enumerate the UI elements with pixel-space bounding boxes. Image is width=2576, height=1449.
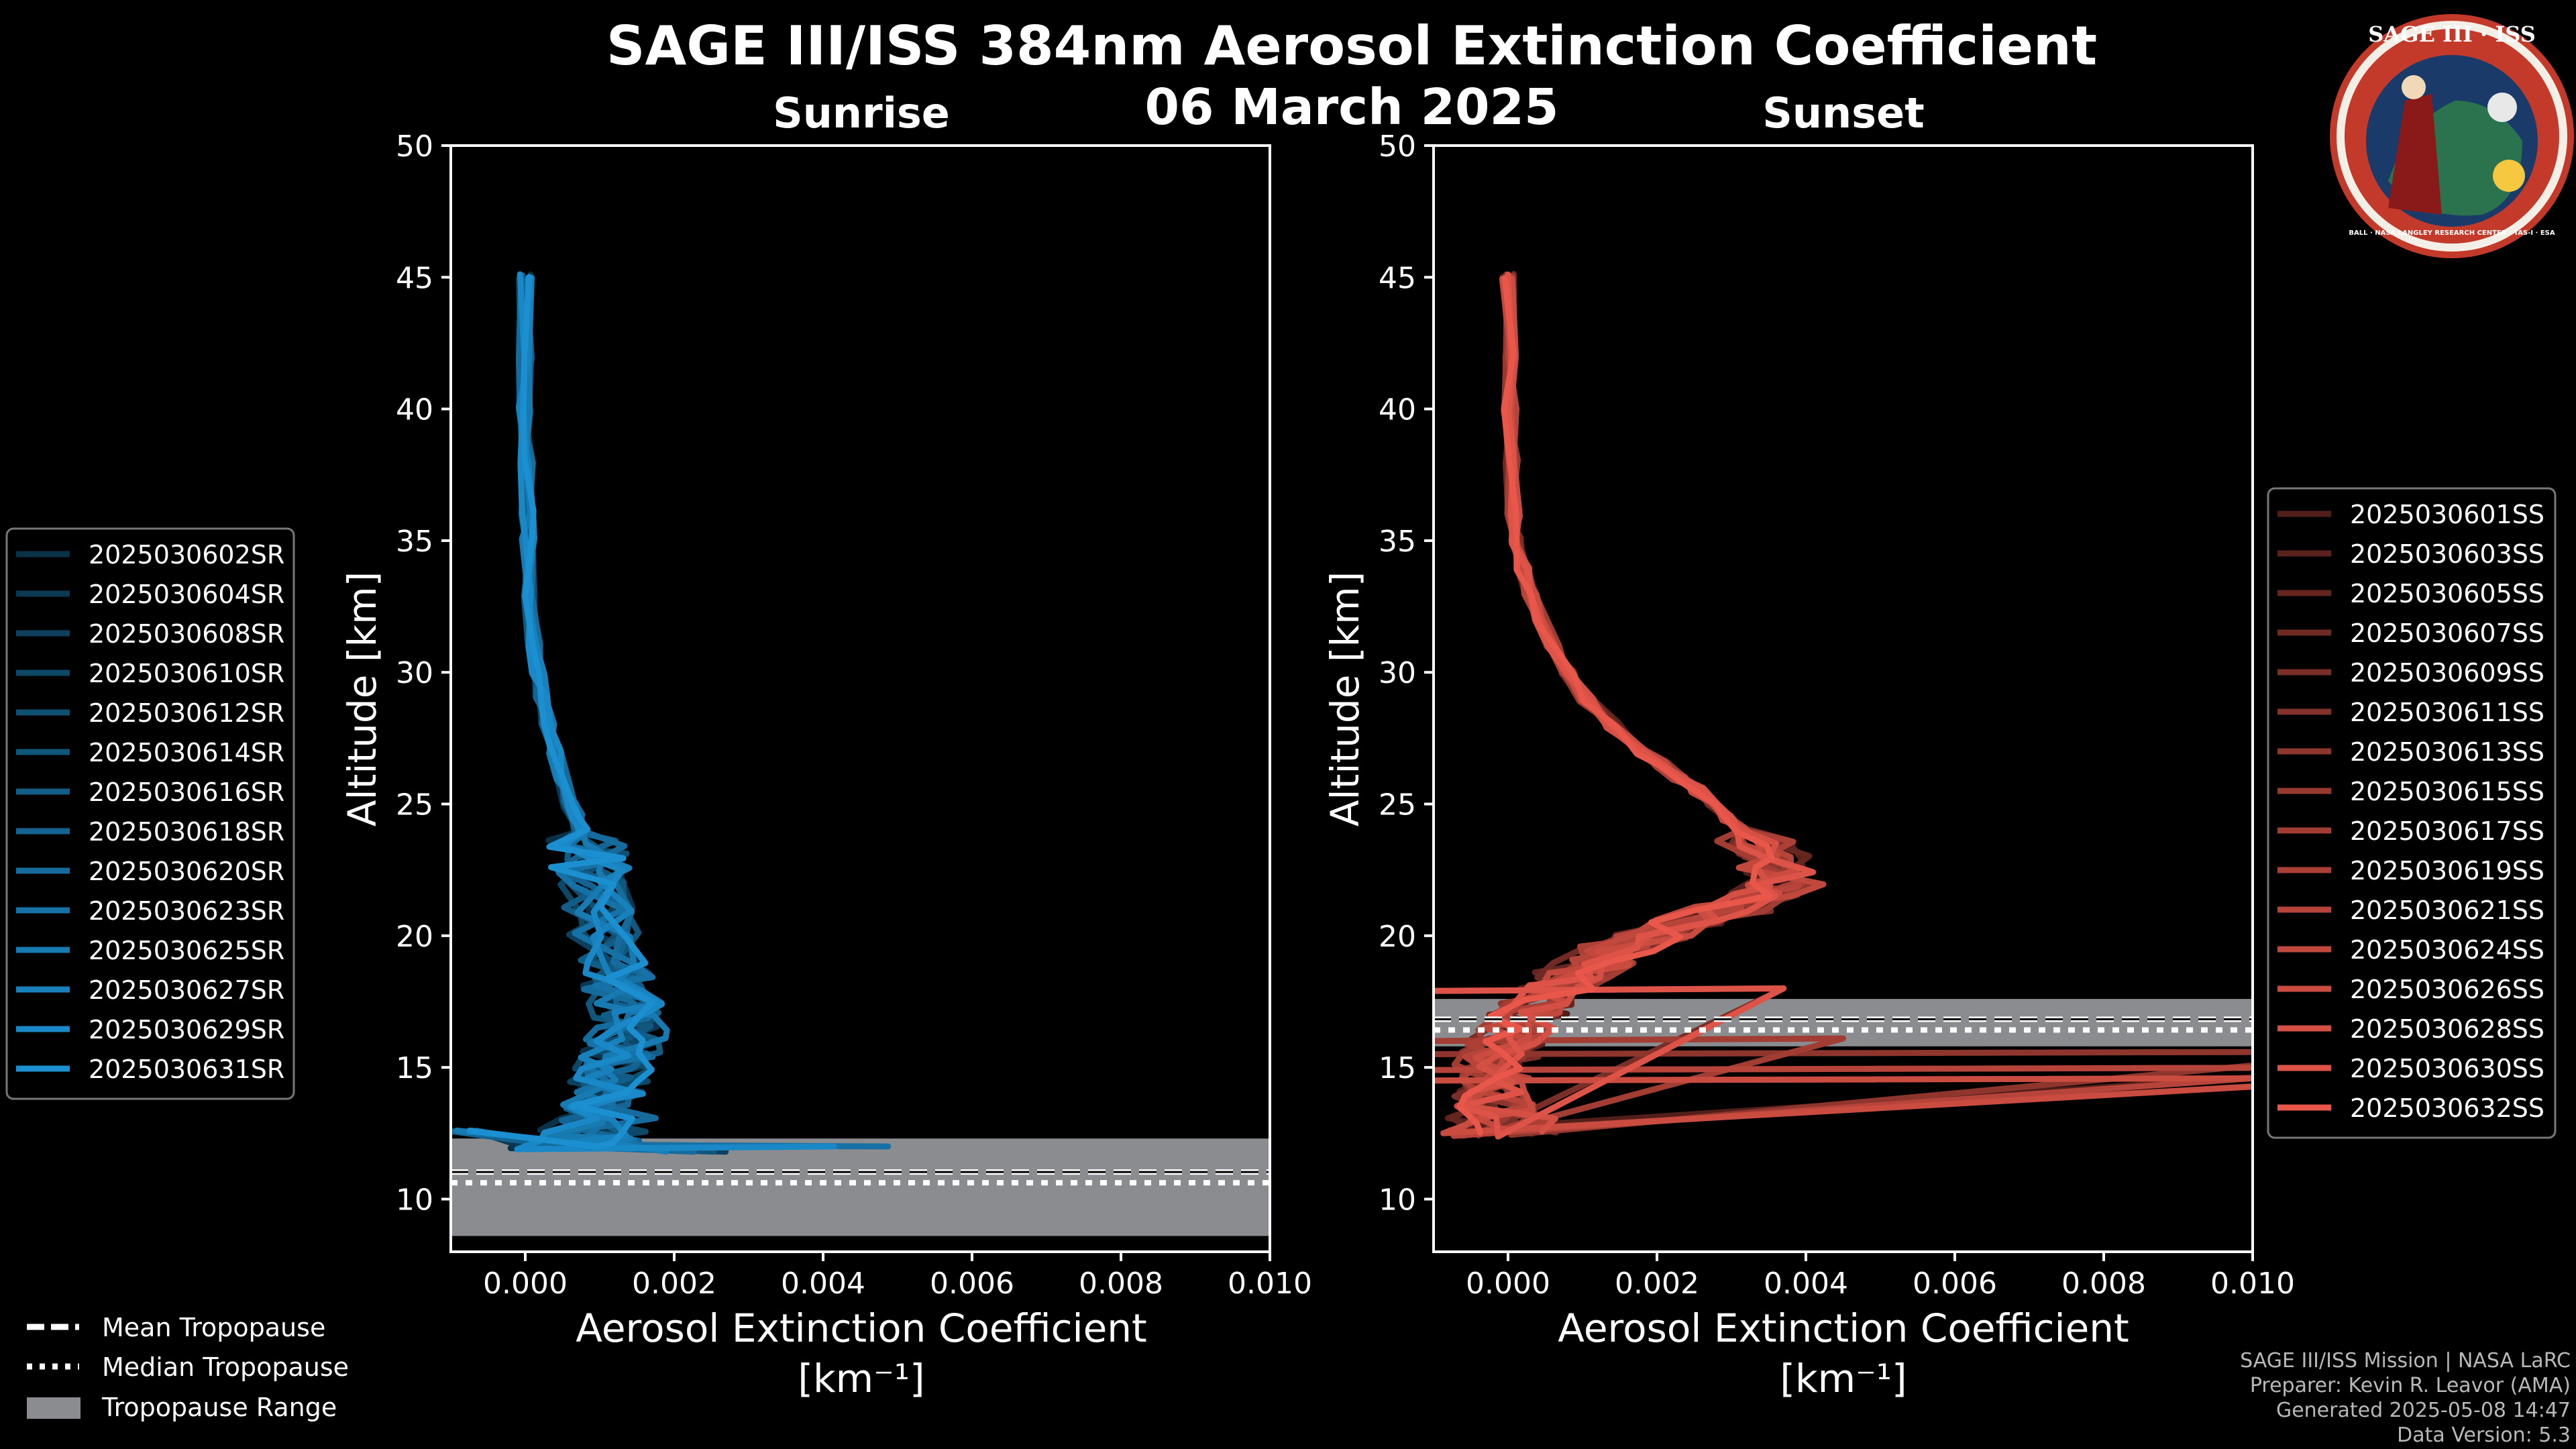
- sunset-legend-label: 2025030605SS: [2350, 579, 2544, 608]
- sunrise-legend-box: [5, 527, 295, 1100]
- sunrise-legend-label: 2025030620SR: [89, 857, 284, 886]
- figure-date: 06 March 2025: [1144, 78, 1558, 136]
- footer: SAGE III/ISS Mission | NASA LaRC Prepare…: [2240, 1348, 2571, 1448]
- logo-title: SAGE III · ISS: [2368, 21, 2536, 47]
- sunrise-legend-label: 2025030623SR: [89, 896, 284, 926]
- panel-title-sunrise: Sunrise: [773, 89, 950, 138]
- sun-icon: [2493, 160, 2525, 192]
- sunrise-xtick-label: 0.008: [1079, 1267, 1163, 1301]
- sunset-legend-label: 2025030632SS: [2350, 1093, 2544, 1123]
- sunrise-legend-label: 2025030602SR: [89, 540, 284, 570]
- sunrise-ytick-label: 30: [396, 656, 433, 690]
- sunrise-legend-label: 2025030618SR: [89, 817, 284, 847]
- sunset-ytick-label: 25: [1379, 788, 1416, 822]
- sunrise-ytick-label: 15: [396, 1051, 433, 1085]
- tropopause-range-swatch: [27, 1397, 80, 1419]
- sunset-ytick-label: 35: [1379, 525, 1416, 559]
- panel-title-sunset: Sunset: [1762, 89, 1925, 138]
- sunrise-xtick-label: 0.006: [930, 1267, 1014, 1301]
- sunrise-xtick-label: 0.002: [632, 1267, 716, 1301]
- sunset-legend-label: 2025030609SS: [2350, 658, 2544, 688]
- sunset-xlabel: Aerosol Extinction Coefficient: [1558, 1305, 2129, 1351]
- sunset-ylabel: Altitude [km]: [1322, 572, 1368, 826]
- sunrise-xlabel: Aerosol Extinction Coefficient: [576, 1305, 1147, 1351]
- sunrise-legend-label: 2025030612SR: [89, 698, 284, 728]
- sunrise-ytick-label: 35: [396, 525, 433, 559]
- sunrise-panel: 10 15 20 25 30 35 40 45 50 0.000 0.002 0.004 0.006 0.…: [396, 129, 1312, 1301]
- sunrise-ytick-label: 10: [396, 1183, 433, 1217]
- moon-icon: [2487, 93, 2517, 122]
- sunrise-legend-label: 2025030608SR: [89, 619, 284, 649]
- sunset-ytick-label: 30: [1379, 656, 1416, 690]
- sunrise-legend: 2025030602SR 2025030604SR 2025030608SR 2025…: [5, 527, 295, 1100]
- sunrise-legend-label: 2025030616SR: [89, 777, 284, 807]
- sunrise-legend-label: 2025030604SR: [89, 580, 284, 609]
- sunset-legend-label: 2025030630SS: [2350, 1054, 2544, 1083]
- sunset-xtick-label: 0.002: [1615, 1267, 1699, 1301]
- sunset-legend-label: 2025030624SS: [2350, 935, 2544, 965]
- tropopause-range-label: Tropopause Range: [101, 1393, 337, 1422]
- footer-generated: Generated 2025-05-08 14:47: [2275, 1399, 2571, 1422]
- sunset-profile-2025030632SS: [1456, 275, 1775, 1136]
- sunset-xtick-label: 0.010: [2210, 1267, 2295, 1301]
- sunset-xtick-label: 0.000: [1466, 1267, 1550, 1301]
- sunset-xtick-label: 0.004: [1764, 1267, 1848, 1301]
- sunset-legend-label: 2025030628SS: [2350, 1014, 2544, 1044]
- figure-title: SAGE III/ISS 384nm Aerosol Extinction Co…: [606, 15, 2097, 77]
- sunset-legend-label: 2025030611SS: [2350, 698, 2544, 727]
- sunset-axes-frame: [1432, 144, 2254, 1253]
- sunrise-profile-2025030631SR: [466, 274, 655, 1150]
- sunrise-legend-label: 2025030631SR: [89, 1055, 284, 1084]
- sunset-ytick-label: 15: [1379, 1051, 1416, 1085]
- sunset-ytick-label: 10: [1379, 1183, 1416, 1217]
- sunset-legend-label: 2025030615SS: [2350, 777, 2544, 806]
- sunrise-xunit: [km⁻¹]: [798, 1356, 924, 1401]
- sunrise-xtick-label: 0.010: [1228, 1267, 1312, 1301]
- sunrise-tropopause-range: [451, 1138, 1270, 1236]
- sunset-legend-label: 2025030621SS: [2350, 896, 2544, 925]
- sunrise-ytick-label: 40: [396, 393, 433, 427]
- sunset-legend-box: [2267, 487, 2557, 1139]
- sunset-legend-label: 2025030619SS: [2350, 856, 2544, 885]
- sunrise-axes-frame: [449, 144, 1271, 1253]
- sunset-ytick-label: 50: [1379, 129, 1416, 164]
- footer-mission: SAGE III/ISS Mission | NASA LaRC: [2240, 1349, 2571, 1373]
- sunrise-legend-label: 2025030625SR: [89, 936, 284, 965]
- sunset-legend-label: 2025030601SS: [2350, 500, 2544, 529]
- sunset-legend-label: 2025030603SS: [2350, 539, 2544, 569]
- sunset-legend-label: 2025030607SS: [2350, 619, 2544, 648]
- mean-tropopause-label: Mean Tropopause: [102, 1313, 325, 1342]
- sunrise-legend-label: 2025030627SR: [89, 975, 284, 1005]
- sunset-ytick-label: 20: [1379, 920, 1416, 954]
- sunrise-ytick-label: 45: [396, 261, 433, 295]
- footer-preparer: Preparer: Kevin R. Leavor (AMA): [2249, 1374, 2571, 1397]
- sunrise-legend-label: 2025030629SR: [89, 1015, 284, 1044]
- sunset-ytick-label: 45: [1379, 261, 1416, 295]
- sunrise-ylabel: Altitude [km]: [339, 572, 385, 826]
- sunset-xtick-label: 0.006: [1913, 1267, 1997, 1301]
- sunrise-ytick-label: 25: [396, 788, 433, 822]
- sunset-legend-label: 2025030626SS: [2350, 975, 2544, 1004]
- sunset-ytick-label: 40: [1379, 393, 1416, 427]
- sunset-legend: 2025030601SS 2025030603SS 2025030605SS 2025…: [2267, 487, 2557, 1139]
- sunrise-ytick-label: 50: [396, 129, 433, 164]
- median-tropopause-label: Median Tropopause: [102, 1352, 349, 1382]
- sage-mission-logo: SAGE III · ISS BALL · NASA LANGLEY RESEA…: [2330, 14, 2574, 258]
- sunset-xtick-label: 0.008: [2061, 1267, 2146, 1301]
- sunset-legend-label: 2025030613SS: [2350, 737, 2544, 767]
- logo-ring-text: BALL · NASA LANGLEY RESEARCH CENTER · TA…: [2349, 229, 2555, 237]
- footer-version: Data Version: 5.3: [2397, 1424, 2571, 1447]
- sunrise-xtick-label: 0.004: [781, 1267, 865, 1301]
- sunrise-ytick-label: 20: [396, 920, 433, 954]
- sunrise-xtick-label: 0.000: [483, 1267, 568, 1301]
- tropopause-legend: Mean Tropopause Median Tropopause Tropop…: [27, 1313, 349, 1422]
- sunrise-legend-label: 2025030614SR: [89, 738, 284, 767]
- sunset-panel: 10 15 20 25 30 35 40 45 50 0.000 0.002 0.004 0.006 0.…: [1379, 129, 2295, 1301]
- sunrise-legend-label: 2025030610SR: [89, 659, 284, 688]
- sunset-xunit: [km⁻¹]: [1780, 1356, 1907, 1401]
- sunset-legend-label: 2025030617SS: [2350, 816, 2544, 846]
